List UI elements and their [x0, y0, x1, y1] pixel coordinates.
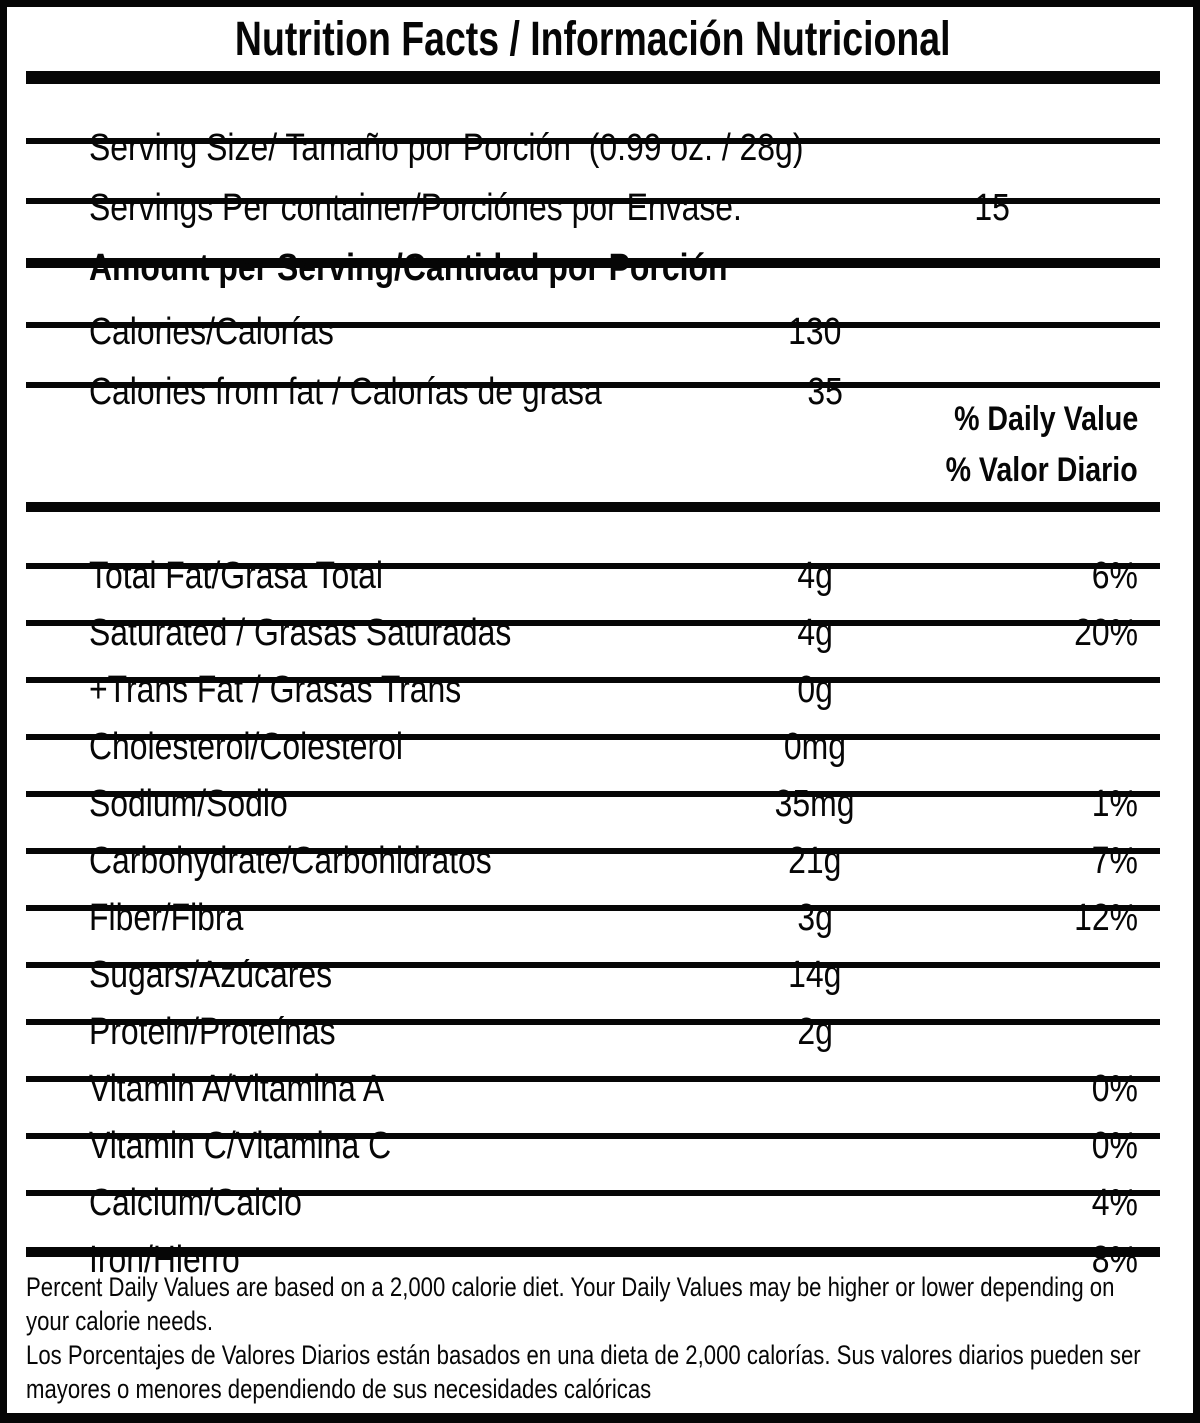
nutrient-amount-cell: [690, 1182, 940, 1225]
nutrient-label-cell: Calories from fat / Calorías de grasa: [89, 371, 603, 413]
nutrient-label-cell: Serving Size/ Tamaño por Porción (0.99 o…: [89, 127, 804, 169]
nutrient-label-cell: Vitamin C/Vitamina C: [89, 1125, 392, 1167]
nutrient-label-cell: Vitamin A/Vitamina A: [89, 1068, 385, 1110]
row-cholesterol: Cholesterol/Colesterol 0mg: [26, 683, 1160, 768]
nutrient-label-cell: Fiber/Fibra: [89, 897, 244, 939]
row-calories-from-fat: Calories from fat / Calorías de grasa 35: [26, 328, 1160, 413]
nutrient-amount-cell: 3g: [797, 897, 833, 939]
nutrient-amount-cell: 15: [973, 187, 1010, 229]
nutrient-amount-cell: 35mg: [775, 783, 855, 825]
row-serving-size: Serving Size/ Tamaño por Porción (0.99 o…: [26, 84, 1160, 169]
nutrient-label-cell: Total Fat/Grasa Total: [89, 555, 384, 597]
nutrient-label-cell: Calories/Calorías: [89, 311, 335, 353]
nutrient-label-cell: Protein/Proteínas: [89, 1011, 336, 1053]
nutrient-daily-value-cell: 12%: [1074, 897, 1138, 939]
nutrient-daily-value-cell: 1%: [1091, 783, 1138, 825]
row-sodium: Sodium/Sodio 35mg 1%: [26, 740, 1160, 825]
nutrient-amount-cell: 2g: [797, 1011, 833, 1053]
nutrient-daily-value-cell: 7%: [1091, 840, 1138, 882]
label-title-row: Nutrition Facts / Información Nutriciona…: [26, 7, 1160, 84]
row-carbohydrate: Carbohydrate/Carbohidratos 21g 7%: [26, 797, 1160, 882]
footnote-es: Los Porcentajes de Valores Diarios están…: [26, 1340, 1141, 1404]
nutrient-label-cell: Sugars/Azúcares: [89, 954, 333, 996]
row-calories: Calories/Calorías 130: [26, 268, 1160, 353]
nutrient-daily-value-cell: 0%: [1091, 1068, 1138, 1110]
footnotes-section: Percent Daily Values are based on a 2,00…: [26, 1257, 1160, 1413]
footnote-en: Percent Daily Values are based on a 2,00…: [26, 1272, 1115, 1336]
nutrient-daily-value-cell: [940, 1011, 1160, 1054]
nutrient-daily-value-cell: 0%: [1091, 1125, 1138, 1167]
nutrient-daily-value-cell: [940, 954, 1160, 997]
daily-value-header-en: % Daily Value: [953, 400, 1138, 438]
row-servings-per-container: Servings Per container/Porciónes por Env…: [26, 144, 1160, 229]
nutrient-label-cell: Iron/Hierro: [89, 1239, 241, 1281]
daily-value-header-es: % Valor Diario: [945, 451, 1138, 489]
nutrient-amount-cell: 14g: [788, 954, 842, 996]
footnotes-text: Percent Daily Values are based on a 2,00…: [26, 1270, 1158, 1406]
row-vitamin-a: Vitamin A/Vitamina A 0%: [26, 1025, 1160, 1110]
row-saturated-fat: Saturated / Grasas Saturadas 4g 20%: [26, 569, 1160, 654]
nutrient-amount-cell: 4g: [797, 555, 833, 597]
row-fiber: Fiber/Fibra 3g 12%: [26, 854, 1160, 939]
nutrient-amount-cell: 21g: [788, 840, 842, 882]
nutrient-amount-cell: 4g: [797, 612, 833, 654]
nutrient-daily-value-cell: [1190, 127, 1193, 170]
nutrient-daily-value-cell: 8%: [1091, 1239, 1138, 1281]
row-amount-per-serving: Amount per Serving/Cantidad por Porción: [26, 204, 1160, 289]
nutrient-amount-cell: [849, 247, 1099, 290]
row-iron: Iron/Hierro 8%: [26, 1196, 1160, 1281]
nutrient-label-cell: Sodium/Sodio: [89, 783, 289, 825]
nutrient-daily-value-cell: [940, 726, 1160, 769]
row-protein: Protein/Proteínas 2g: [26, 968, 1160, 1053]
row-trans-fat: +Trans Fat / Grasas Trans 0g: [26, 626, 1160, 711]
nutrient-label-cell: Saturated / Grasas Saturadas: [89, 612, 512, 654]
daily-value-header: % Daily Value % Valor Diario: [26, 388, 1160, 512]
nutrient-daily-value-cell: [940, 311, 1160, 354]
row-total-fat: Total Fat/Grasa Total 4g 6%: [26, 512, 1160, 597]
nutrient-daily-value-cell: 20%: [1074, 612, 1138, 654]
nutrient-amount-cell: [690, 1125, 940, 1168]
nutrient-amount-cell: [940, 127, 1190, 170]
row-sugars: Sugars/Azúcares 14g: [26, 911, 1160, 996]
nutrient-amount-cell: 0g: [797, 669, 833, 711]
nutrient-label-cell: Carbohydrate/Carbohidratos: [89, 840, 493, 882]
nutrient-label-cell: Calcium/Calcio: [89, 1182, 303, 1224]
nutrient-daily-value-cell: 6%: [1091, 555, 1138, 597]
nutrient-amount-cell: 130: [788, 311, 842, 353]
row-calcium: Calcium/Calcio 4%: [26, 1139, 1160, 1224]
nutrient-daily-value-cell: [940, 669, 1160, 712]
nutrient-label-cell: +Trans Fat / Grasas Trans: [89, 669, 462, 711]
nutrient-label-cell: Servings Per container/Porciónes por Env…: [89, 187, 743, 229]
nutrient-daily-value-cell: 4%: [1091, 1182, 1138, 1224]
nutrient-label-cell: Cholesterol/Colesterol: [89, 726, 404, 768]
nutrient-amount-cell: 35: [806, 371, 843, 413]
nutrient-label-cell: Amount per Serving/Cantidad por Porción: [89, 247, 728, 289]
nutrient-daily-value-cell: [1117, 187, 1193, 230]
nutrients-section: Total Fat/Grasa Total 4g 6% Saturated / …: [26, 512, 1160, 1281]
nutrient-amount-cell: [690, 1068, 940, 1111]
nutrient-daily-value-cell: [1099, 247, 1193, 290]
nutrient-amount-cell: 0mg: [783, 726, 847, 768]
serving-info-section: Serving Size/ Tamaño por Porción (0.99 o…: [26, 84, 1160, 413]
row-vitamin-c: Vitamin C/Vitamina C 0%: [26, 1082, 1160, 1167]
label-title: Nutrition Facts / Información Nutriciona…: [235, 12, 951, 66]
